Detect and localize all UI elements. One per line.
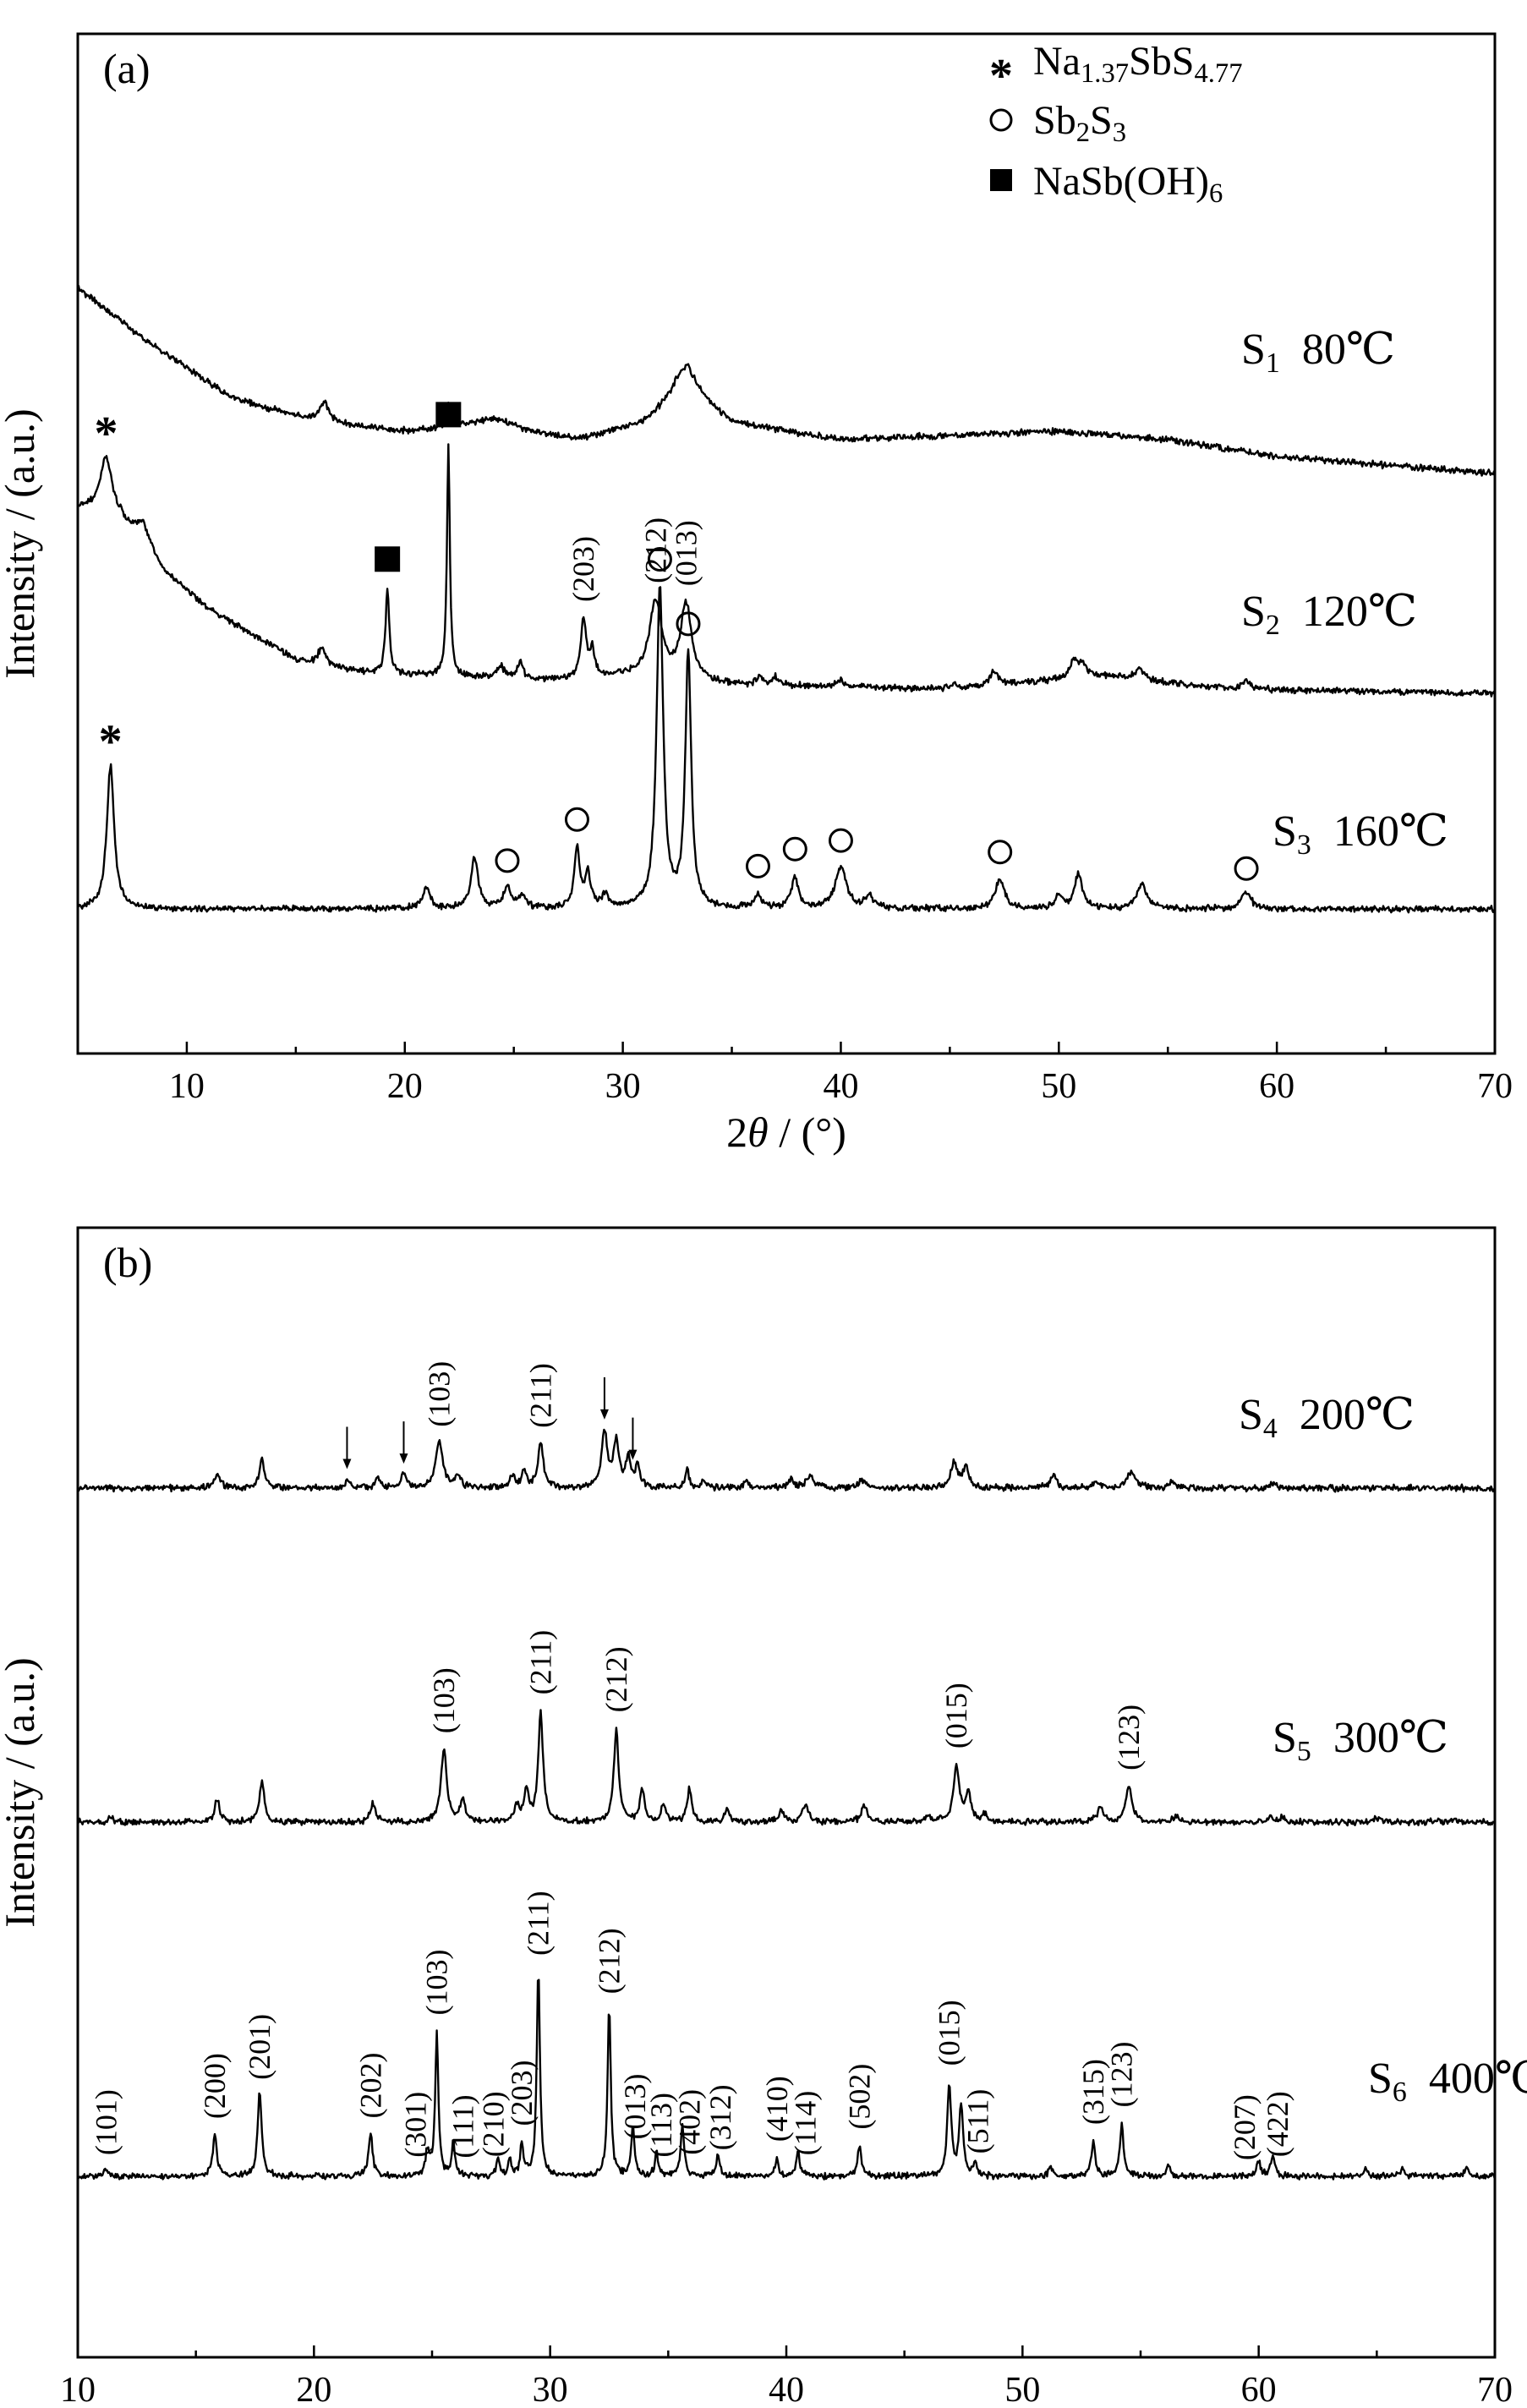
x-tick-label: 70 [1477, 1067, 1513, 1106]
square-marker [375, 546, 401, 572]
legend-asterisk-icon: * [989, 50, 1013, 102]
miller-index-label: (211) [522, 1891, 556, 1956]
plot-frame [76, 32, 1497, 1055]
miller-index-label: (103) [427, 1667, 461, 1733]
miller-index-label: (402) [672, 2089, 706, 2155]
miller-index-label: (113) [644, 2093, 678, 2158]
circle-marker [828, 828, 853, 853]
miller-index-label: (203) [505, 2060, 539, 2126]
circle-marker [745, 853, 770, 878]
miller-index-label: (015) [939, 1683, 973, 1749]
miller-index-label: (211) [523, 1630, 557, 1695]
legend-entry-label: Na1.37SbS4.77 [1033, 39, 1243, 89]
miller-index-label: (207) [1228, 2094, 1262, 2160]
miller-index-label: (301) [398, 2092, 432, 2158]
legend-square-icon [990, 169, 1012, 191]
miller-index-label: (101) [90, 2089, 123, 2155]
miller-index-label: (315) [1076, 2059, 1110, 2125]
miller-index-label: (200) [198, 2053, 232, 2119]
miller-index-label: (202) [353, 2053, 387, 2119]
x-tick-label: 30 [533, 2371, 568, 2408]
x-tick-label: 20 [296, 2371, 331, 2408]
x-axis-label: 2θ / (°) [726, 1108, 846, 1156]
series-label-s5: S5 300℃ [1272, 1714, 1448, 1767]
series-line-s5 [77, 1709, 1496, 1827]
legend-entry-label: Sb2S3 [1033, 98, 1126, 148]
miller-index-label: (312) [703, 2084, 737, 2150]
miller-index-label: (203) [566, 536, 600, 602]
panel-label: (b) [103, 1239, 152, 1286]
x-tick-label: 40 [823, 1067, 858, 1106]
legend-circle-icon [989, 108, 1013, 132]
x-tick-label: 10 [60, 2371, 96, 2408]
miller-index-label: (210) [477, 2091, 511, 2157]
x-tick-label: 20 [387, 1067, 423, 1106]
series-line-s1 [77, 284, 1496, 477]
miller-index-label: (212) [599, 1646, 633, 1712]
circle-marker [676, 611, 701, 637]
miller-index-label: (123) [1112, 1705, 1146, 1770]
series-line-s2 [77, 443, 1497, 698]
miller-index-label: (013) [669, 520, 703, 586]
arrow-head [399, 1453, 408, 1464]
circle-marker [782, 836, 807, 862]
y-axis-label: Intensity / (a.u.) [0, 408, 43, 678]
x-tick-label: 70 [1477, 2371, 1513, 2408]
series-line-s3 [77, 586, 1496, 914]
legend-entry-label: NaSb(OH)6 [1033, 159, 1223, 209]
x-tick-label: 60 [1241, 2371, 1277, 2408]
square-marker [435, 402, 462, 428]
miller-index-label: (123) [1105, 2041, 1139, 2107]
series-label-s1: S1 80℃ [1241, 326, 1395, 379]
miller-index-label: (502) [843, 2064, 877, 2130]
arrow-head [342, 1458, 352, 1469]
series-label-s6: S6 400℃ [1368, 2055, 1527, 2108]
series-label-s4: S4 200℃ [1239, 1391, 1415, 1444]
series-label-s2: S2 120℃ [1241, 588, 1417, 641]
miller-index-label: (111) [446, 2094, 479, 2158]
miller-index-label: (015) [933, 2000, 966, 2066]
miller-index-label: (212) [593, 1928, 627, 1994]
x-tick-label: 50 [1004, 2371, 1040, 2408]
miller-index-label: (103) [422, 1361, 456, 1427]
series-line-s4 [76, 1428, 1496, 1493]
circle-marker [647, 546, 672, 572]
legend: * Na1.37SbS4.77 Sb2S3 NaSb(OH)6 [989, 39, 1243, 209]
x-tick-label: 30 [605, 1067, 641, 1106]
series-label-s3: S3 160℃ [1272, 807, 1448, 861]
y-axis-label: Intensity / (a.u.) [0, 1657, 43, 1927]
circle-marker [495, 848, 520, 873]
arrow-head [628, 1449, 638, 1460]
miller-index-label: (013) [618, 2073, 652, 2139]
miller-index-label: (201) [243, 2014, 276, 2080]
circle-marker [564, 807, 589, 832]
chart-panel-a: 10 20 30 40 50 60 70 2θ / (°) Intensity / (a.u.)… [0, 32, 1513, 1156]
miller-index-label: (511) [961, 2089, 994, 2154]
miller-index-label: (422) [1261, 2091, 1294, 2157]
miller-index-label: (114) [788, 2091, 822, 2156]
miller-index-label: (211) [523, 1363, 557, 1428]
asterisk-marker: * [99, 716, 123, 769]
circle-marker [1234, 856, 1259, 881]
x-tick-label: 50 [1041, 1067, 1076, 1106]
x-tick-label: 60 [1259, 1067, 1294, 1106]
circle-marker [988, 840, 1013, 865]
miller-index-label: (103) [420, 1950, 454, 2016]
x-tick-label: 10 [169, 1067, 205, 1106]
series-line-s6 [77, 1978, 1497, 2181]
miller-index-label: (410) [760, 2076, 794, 2142]
panel-label: (a) [103, 45, 151, 92]
x-tick-label: 40 [769, 2371, 804, 2408]
asterisk-marker: * [95, 408, 118, 460]
arrow-head [599, 1409, 609, 1420]
